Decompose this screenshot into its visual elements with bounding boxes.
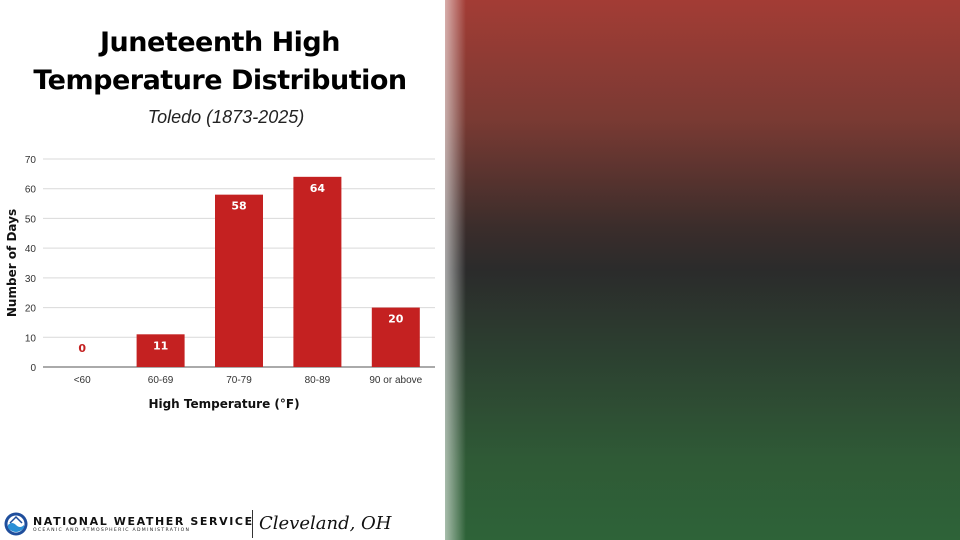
title-line-2: Temperature Distribution	[33, 65, 407, 96]
y-axis-title: Number of Days	[5, 209, 19, 317]
bar	[136, 334, 185, 367]
y-tick-label: 50	[25, 214, 37, 225]
x-tick-label: 90 or above	[369, 375, 422, 386]
y-tick-label: 30	[25, 274, 37, 285]
x-tick-label: 70-79	[226, 375, 252, 386]
agency-name: NATIONAL WEATHER SERVICE	[33, 515, 254, 528]
bar	[371, 307, 420, 367]
chart-title: Juneteenth High Temperature Distribution	[0, 24, 440, 100]
chart-subtitle: Toledo (1873-2025)	[147, 107, 305, 127]
x-tick-label: <60	[74, 375, 91, 386]
y-tick-label: 60	[25, 185, 37, 196]
bar	[293, 176, 342, 367]
x-tick-label: 60-69	[148, 375, 174, 386]
footer-divider	[252, 510, 253, 538]
y-tick-label: 10	[25, 333, 37, 344]
noaa-logo-icon	[4, 512, 28, 536]
data-label: 20	[388, 313, 404, 326]
panel-fade	[430, 0, 466, 540]
flag-color-panel	[445, 0, 960, 540]
agency-subtitle: OCEANIC AND ATMOSPHERIC ADMINISTRATION	[33, 528, 191, 533]
y-tick-label: 40	[25, 244, 37, 255]
title-line-1: Juneteenth High	[100, 27, 340, 58]
x-axis-title: High Temperature (°F)	[148, 397, 299, 411]
data-label: 64	[310, 182, 326, 195]
bar-chart: 0 10 20 30 40 50 60 70 0 <60 11 60-69 58 70-79 64 80-89…	[5, 155, 435, 411]
data-label: 11	[153, 339, 168, 352]
x-tick-label: 80-89	[305, 375, 331, 386]
y-tick-label: 20	[25, 304, 37, 315]
office-name: Cleveland, OH	[259, 513, 392, 534]
data-label: 0	[78, 342, 86, 355]
y-tick-label: 0	[30, 363, 36, 374]
bar	[215, 194, 263, 367]
y-tick-label: 70	[25, 155, 37, 166]
data-label: 58	[231, 200, 246, 213]
